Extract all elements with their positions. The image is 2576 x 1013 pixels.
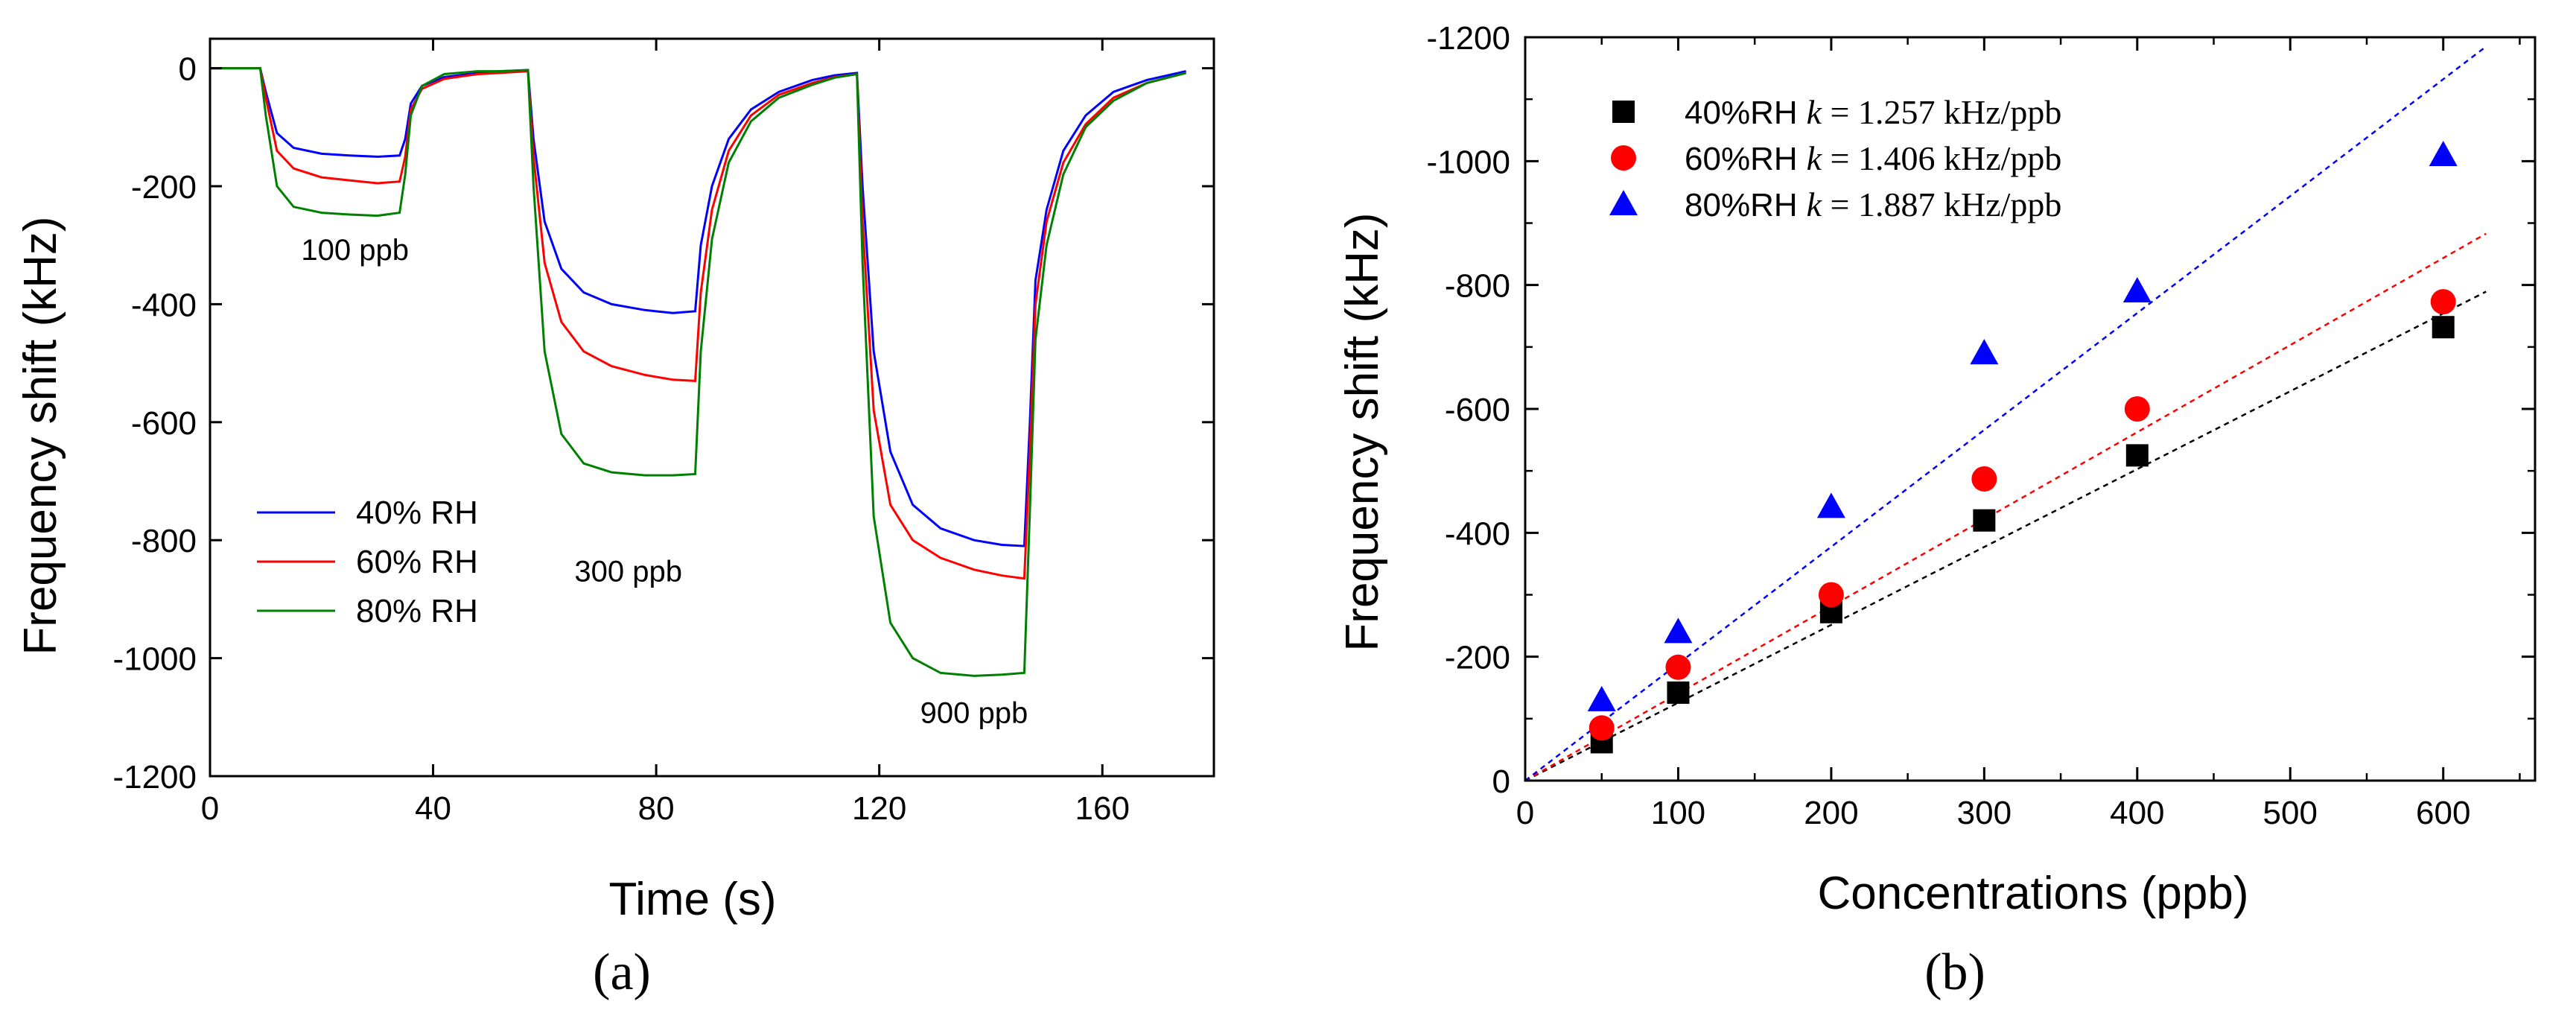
legend-label-0: 40% RH: [356, 495, 478, 531]
panel-a-y-axis-label: Frequency shift (kHz): [15, 216, 66, 655]
legend-label-2: 80% RH: [356, 593, 478, 629]
panel-a: 0 40 80 120 160 0 -200 -400 -600 -800 -1000 -1200 1…: [15, 37, 1215, 1001]
legend-label-1: 60%RH k = 1.406 kHz/ppb: [1685, 139, 2061, 177]
y-tick-label: -200: [131, 169, 197, 206]
y-tick-label: -600: [131, 405, 197, 442]
legend-label-0: 40%RH k = 1.257 kHz/ppb: [1685, 93, 2061, 131]
panel-b-label: (b): [1924, 944, 1985, 1001]
x-tick-label: 0: [201, 790, 219, 827]
series-line-2: [210, 67, 1186, 677]
panel-b-y-axis-label: Frequency shift (kHz): [1337, 212, 1388, 651]
legend-fit-value: = 1.257 kHz/ppb: [1822, 93, 2061, 131]
y-tick-label: -800: [131, 523, 197, 559]
annotation-label: 900 ppb: [920, 697, 1028, 730]
panel-a-ticks: 0 40 80 120 160 0 -200 -400 -600 -800 -1000 -1200: [112, 39, 1214, 827]
y-tick-label: -400: [131, 287, 197, 323]
panel-a-annotations: 100 ppb 300 ppb 900 ppb: [301, 234, 1028, 730]
y-tick-label: -800: [1445, 268, 1510, 305]
series-line-1: [210, 67, 1186, 580]
data-point-s2-5: [2429, 141, 2458, 167]
y-tick-label: -400: [1445, 515, 1510, 552]
y-tick-label: 0: [1492, 763, 1510, 800]
legend-series-name: 60%RH: [1685, 141, 1798, 177]
panel-a-x-axis-label: Time (s): [609, 874, 777, 925]
data-point-s2-2: [1816, 492, 1845, 518]
y-tick-label: -1200: [1426, 20, 1510, 57]
legend-marker-1: [1611, 145, 1636, 171]
fit-line-2: [1524, 45, 2487, 781]
data-point-s0-3: [1973, 509, 1996, 532]
data-point-s0-4: [2125, 444, 2149, 467]
legend-fit-value: = 1.887 kHz/ppb: [1822, 185, 2061, 223]
x-tick-label: 40: [415, 790, 451, 827]
x-tick-label: 0: [1516, 795, 1534, 831]
data-point-s1-0: [1588, 715, 1615, 741]
x-tick-label: 160: [1075, 790, 1130, 827]
data-point-s0-5: [2432, 316, 2455, 339]
legend-fit-value: = 1.406 kHz/ppb: [1822, 139, 2061, 177]
data-point-s1-1: [1665, 654, 1691, 680]
legend-marker-2: [1609, 190, 1638, 215]
data-point-s2-0: [1587, 685, 1616, 711]
panel-b-ticks: 0 100 200 300 400 500 600 0 -200 -400 -600 -800 -100…: [1426, 20, 2535, 831]
data-point-s1-4: [2124, 396, 2150, 422]
data-point-s2-4: [2122, 276, 2152, 302]
legend-label-1: 60% RH: [356, 544, 478, 580]
legend-label-2: 80%RH k = 1.887 kHz/ppb: [1685, 185, 2061, 223]
legend-marker-0: [1612, 101, 1635, 123]
annotation-label: 100 ppb: [301, 234, 409, 267]
series-line-0: [210, 67, 1186, 547]
legend-series-name: 40%RH: [1685, 95, 1798, 131]
x-tick-label: 300: [1957, 795, 2011, 831]
data-point-s1-3: [1971, 466, 1997, 492]
legend-series-name: 80%RH: [1685, 187, 1798, 223]
data-point-s2-1: [1664, 617, 1693, 644]
x-tick-label: 120: [852, 790, 906, 827]
y-tick-label: -1000: [1426, 144, 1510, 180]
x-tick-label: 500: [2263, 795, 2318, 831]
y-tick-label: 0: [179, 51, 197, 88]
data-point-s0-1: [1667, 681, 1690, 704]
panel-b: 0 100 200 300 400 500 600 0 -200 -400 -600 -800 -100…: [1337, 20, 2537, 1001]
panel-b-x-axis-label: Concentrations (ppb): [1818, 868, 2249, 919]
data-point-s1-5: [2430, 289, 2456, 315]
panel-a-label: (a): [593, 944, 651, 1001]
annotation-label: 300 ppb: [574, 556, 682, 588]
fit-line-0: [1524, 290, 2487, 782]
x-tick-label: 400: [2110, 795, 2164, 831]
legend-fit-variable: k: [1807, 185, 1823, 223]
panel-b-data-points: [1587, 141, 2458, 754]
legend-fit-variable: k: [1807, 93, 1823, 131]
panel-a-legend: 40% RH 60% RH 80% RH: [257, 495, 478, 629]
y-tick-label: -600: [1445, 392, 1510, 428]
panel-a-plot-frame: [209, 37, 1215, 778]
y-tick-label: -200: [1445, 640, 1510, 676]
y-tick-label: -1000: [112, 641, 197, 678]
x-tick-label: 100: [1651, 795, 1705, 831]
x-tick-label: 80: [638, 790, 675, 827]
y-tick-label: -1200: [112, 759, 197, 796]
data-point-s2-3: [1970, 339, 1999, 365]
data-point-s1-2: [1818, 582, 1844, 608]
panel-a-series-lines: [210, 67, 1186, 677]
x-tick-label: 600: [2416, 795, 2470, 831]
x-tick-label: 200: [1804, 795, 1858, 831]
legend-fit-variable: k: [1807, 139, 1823, 177]
